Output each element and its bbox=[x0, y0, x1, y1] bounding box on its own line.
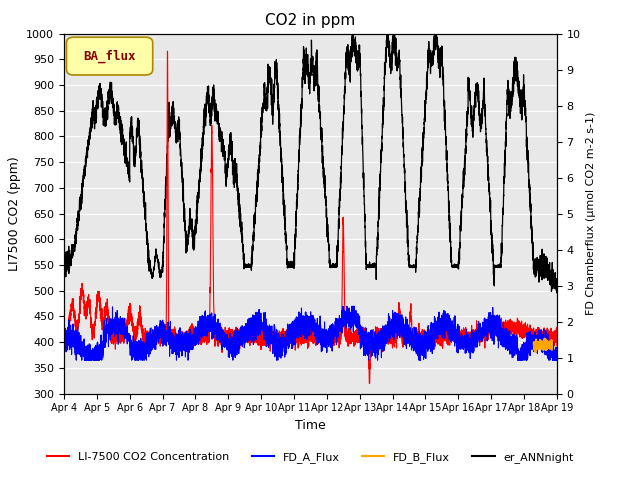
Y-axis label: FD Chamberflux (μmol CO2 m-2 s-1): FD Chamberflux (μmol CO2 m-2 s-1) bbox=[586, 112, 596, 315]
X-axis label: Time: Time bbox=[295, 419, 326, 432]
Text: BA_flux: BA_flux bbox=[84, 49, 136, 63]
Legend: LI-7500 CO2 Concentration, FD_A_Flux, FD_B_Flux, er_ANNnight: LI-7500 CO2 Concentration, FD_A_Flux, FD… bbox=[43, 447, 578, 467]
FancyBboxPatch shape bbox=[67, 37, 153, 75]
Y-axis label: LI7500 CO2 (ppm): LI7500 CO2 (ppm) bbox=[8, 156, 20, 271]
Title: CO2 in ppm: CO2 in ppm bbox=[265, 13, 356, 28]
